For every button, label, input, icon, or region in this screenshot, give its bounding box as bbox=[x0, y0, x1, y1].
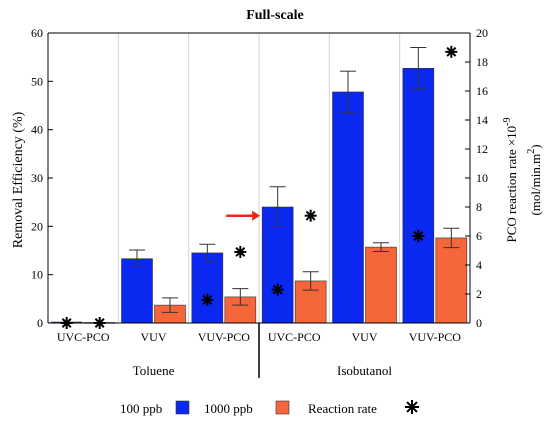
y2-axis-ticks: 0 2 4 6 8 10 12 14 16 18 20 bbox=[465, 26, 488, 330]
star-center bbox=[416, 234, 421, 238]
group-label: Isobutanol bbox=[337, 363, 392, 378]
y-tick-label: 40 bbox=[31, 123, 43, 137]
y2-tick-label: 8 bbox=[476, 200, 482, 214]
group-labels: Toluene Isobutanol bbox=[133, 323, 392, 378]
y2-tick-label: 2 bbox=[476, 287, 482, 301]
legend-label: 1000 ppb bbox=[204, 401, 253, 416]
y2-units-text: (mol/min.m bbox=[528, 154, 543, 216]
reaction-rate-marker bbox=[234, 245, 247, 258]
y2-tick-label: 20 bbox=[476, 26, 488, 40]
y2-tick-label: 16 bbox=[476, 84, 488, 98]
legend-swatch bbox=[275, 400, 290, 415]
y2-axis-label-text: PCO reaction rate ×10 bbox=[504, 126, 519, 243]
legend-star-marker bbox=[405, 400, 419, 414]
y-tick-label: 60 bbox=[31, 26, 43, 40]
chart-title: Full-scale bbox=[246, 8, 304, 23]
bar-1000-ppb-3 bbox=[294, 280, 327, 324]
y-tick-label: 20 bbox=[31, 219, 43, 233]
bar-1000-ppb-5 bbox=[435, 237, 468, 324]
reaction-rate-marker bbox=[201, 293, 214, 306]
y2-tick-label: 14 bbox=[476, 113, 488, 127]
star-center bbox=[449, 50, 454, 54]
bar-100-ppb-4 bbox=[332, 91, 364, 324]
y-tick-label: 50 bbox=[31, 74, 43, 88]
category-label: UVC-PCO bbox=[57, 330, 110, 344]
category-label: UVC-PCO bbox=[268, 330, 321, 344]
red-arrow bbox=[226, 210, 261, 221]
star-center bbox=[238, 250, 243, 254]
legend-label: 100 ppb bbox=[120, 401, 162, 416]
star-center bbox=[275, 287, 280, 292]
star-center bbox=[205, 298, 210, 302]
annotation-arrow bbox=[226, 210, 261, 221]
y-axis-label: Removal Efficiency (%) bbox=[11, 111, 26, 248]
y-tick-label: 30 bbox=[31, 171, 43, 185]
y-tick-label: 10 bbox=[31, 268, 43, 282]
category-labels: UVC-PCO VUV VUV-PCO UVC-PCO VUV VUV-PCO bbox=[57, 330, 461, 344]
y2-tick-label: 6 bbox=[476, 229, 482, 243]
y2-axis-label-exponent: -9 bbox=[502, 117, 513, 125]
category-label: VUV-PCO bbox=[198, 330, 251, 344]
category-label: VUV-PCO bbox=[409, 330, 462, 344]
y2-tick-label: 10 bbox=[476, 171, 488, 185]
y-tick-label: 0 bbox=[37, 316, 43, 330]
legend-label: Reaction rate bbox=[308, 401, 377, 416]
y2-units-end: ) bbox=[528, 144, 543, 148]
bar-100-ppb-2 bbox=[191, 252, 224, 324]
y2-tick-label: 18 bbox=[476, 55, 488, 69]
bar-100-ppb-1 bbox=[121, 258, 153, 324]
star-center bbox=[308, 213, 313, 218]
y2-axis-label-units: (mol/min.m2) bbox=[526, 144, 543, 215]
category-label: VUV bbox=[141, 330, 167, 344]
error-bars bbox=[129, 47, 460, 313]
arrow-head bbox=[252, 210, 261, 221]
reaction-rate-marker bbox=[412, 230, 425, 242]
y-axis-ticks: 0 10 20 30 40 50 60 bbox=[31, 26, 53, 330]
y2-units-exponent: 2 bbox=[526, 149, 537, 154]
legend: 100 ppb 1000 ppb Reaction rate bbox=[120, 400, 419, 416]
y2-tick-label: 0 bbox=[476, 316, 482, 330]
star-center bbox=[410, 405, 414, 409]
bars bbox=[50, 67, 468, 324]
reaction-rate-marker bbox=[445, 45, 458, 58]
reaction-rate-marker bbox=[304, 209, 317, 222]
bar-1000-ppb-4 bbox=[365, 246, 397, 324]
reaction-rate-marker bbox=[271, 283, 284, 296]
grid-lines bbox=[117, 33, 401, 323]
bar-1000-ppb-2 bbox=[224, 296, 257, 324]
y2-tick-label: 4 bbox=[476, 258, 482, 272]
legend-swatch bbox=[175, 400, 190, 415]
bar-100-ppb-5 bbox=[402, 67, 435, 324]
y2-axis-label: PCO reaction rate ×10-9 bbox=[502, 117, 519, 242]
category-label: VUV bbox=[352, 330, 378, 344]
group-label: Toluene bbox=[133, 363, 175, 378]
y2-tick-label: 12 bbox=[476, 142, 488, 156]
